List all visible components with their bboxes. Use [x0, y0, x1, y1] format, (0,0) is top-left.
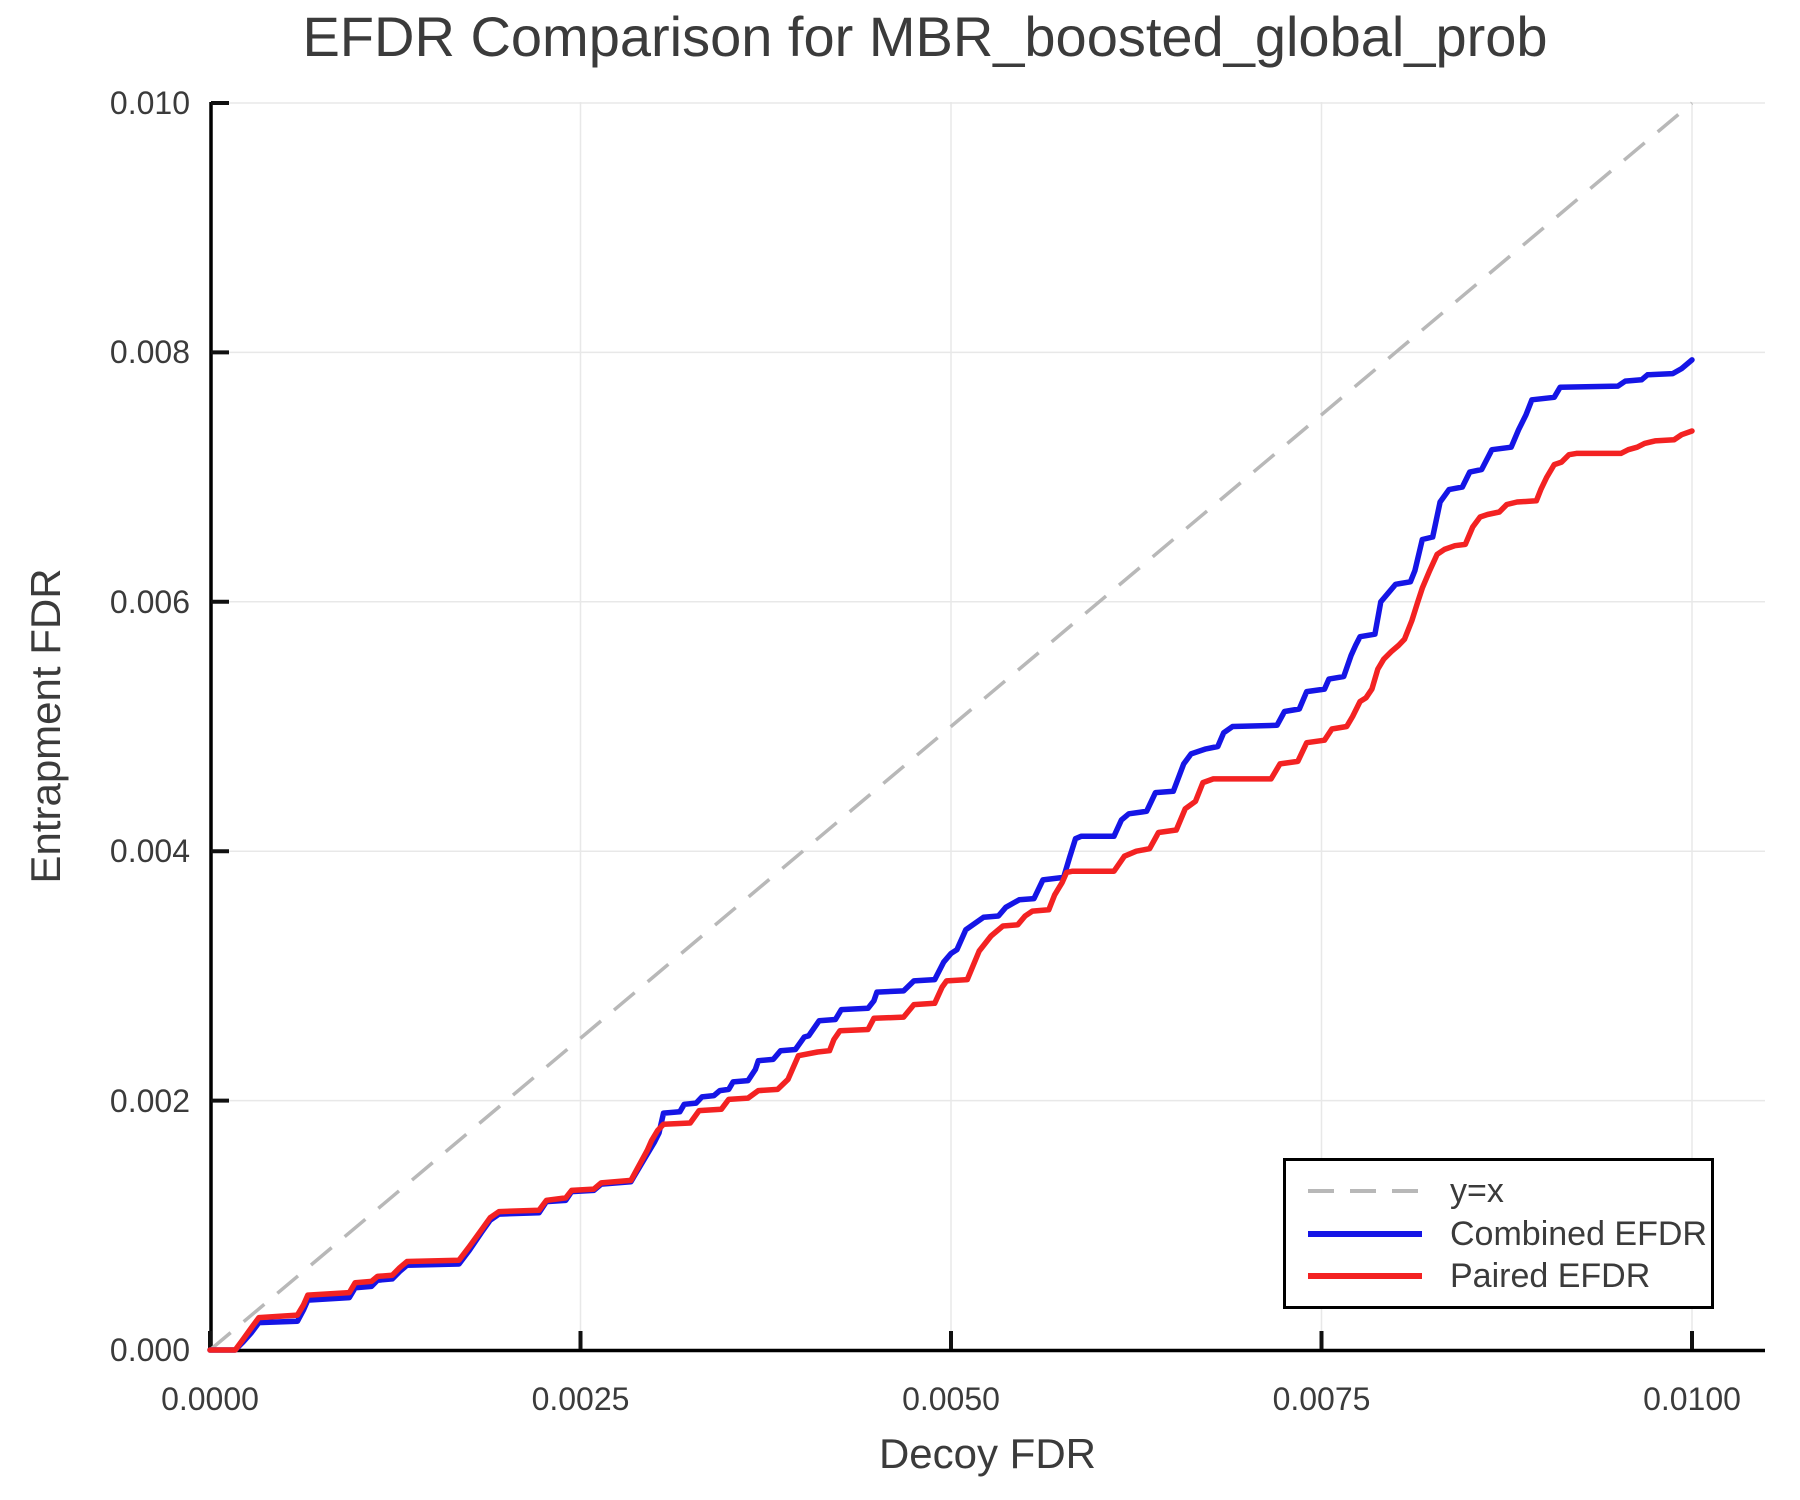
y-axis-label: Entrapment FDR	[22, 568, 69, 884]
y-tick-label: 0.008	[109, 334, 190, 371]
y-tick-label: 0.006	[109, 583, 190, 620]
series-line-y-x	[208, 101, 1694, 1352]
x-tick-label: 0.0025	[531, 1381, 630, 1417]
x-tick-label: 0.0000	[161, 1381, 259, 1417]
legend-item-paired: Paired EFDR	[1306, 1259, 1711, 1293]
legend-label-combined: Combined EFDR	[1450, 1214, 1707, 1253]
legend-item-yx: y=x	[1306, 1174, 1711, 1208]
legend: y=x Combined EFDR Paired EFDR	[1283, 1158, 1714, 1309]
x-tick-label: 0.0100	[1643, 1381, 1741, 1417]
legend-line-sample-yx	[1308, 1188, 1422, 1193]
y-tick-label: 0.002	[109, 1082, 190, 1119]
legend-label-yx: y=x	[1450, 1171, 1504, 1210]
y-tick-label: 0.004	[109, 833, 190, 870]
legend-label-paired: Paired EFDR	[1450, 1257, 1651, 1296]
x-tick-label: 0.0050	[902, 1381, 1000, 1417]
x-axis-label: Decoy FDR	[878, 1430, 1097, 1477]
x-tick-label: 0.0075	[1272, 1381, 1371, 1417]
chart-title: EFDR Comparison for MBR_boosted_global_p…	[302, 5, 1548, 68]
series-line-paired-efdr	[207, 428, 1695, 1353]
legend-line-sample-paired	[1308, 1273, 1422, 1280]
y-tick-label: 0.010	[109, 85, 190, 121]
legend-line-sample-combined	[1308, 1230, 1422, 1237]
legend-item-combined: Combined EFDR	[1306, 1217, 1711, 1251]
y-tick-label: 0.000	[109, 1332, 190, 1368]
